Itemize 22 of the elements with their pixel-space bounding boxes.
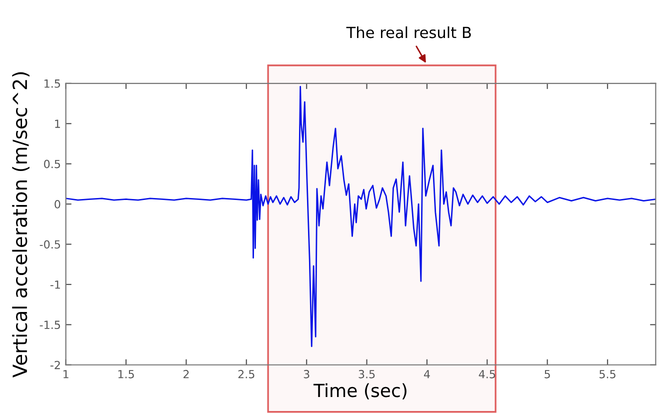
x-tick-label: 1	[64, 370, 68, 378]
x-tick-label: 2.5	[238, 370, 254, 378]
y-tick-label: 0	[54, 200, 60, 208]
x-tick-label: 4	[424, 370, 430, 378]
x-tick-label: 3	[304, 370, 310, 378]
x-tick-label: 1.5	[118, 370, 134, 378]
y-tick-label: -1	[50, 280, 60, 289]
x-axis-title: Time (sec)	[313, 383, 406, 400]
x-tick-label: 5	[544, 370, 550, 378]
x-tick-label: 2	[183, 370, 189, 378]
x-tick-label: 5.5	[600, 370, 616, 378]
y-axis-title: Vertical acceleration (m/sec^2)	[12, 72, 30, 378]
line-series	[66, 86, 656, 348]
y-tick-label: -2	[50, 360, 60, 370]
band-label: The real result B	[346, 26, 471, 38]
x-tick-label: 4.5	[478, 370, 496, 378]
y-tick-label: 0.5	[44, 160, 60, 168]
y-tick-label: -1.5	[40, 320, 60, 330]
y-tick-label: -0.5	[40, 240, 60, 249]
x-tick-label: 3.5	[358, 370, 375, 378]
y-tick-label: 1.5	[44, 80, 60, 88]
y-tick-label: 1	[55, 120, 60, 128]
